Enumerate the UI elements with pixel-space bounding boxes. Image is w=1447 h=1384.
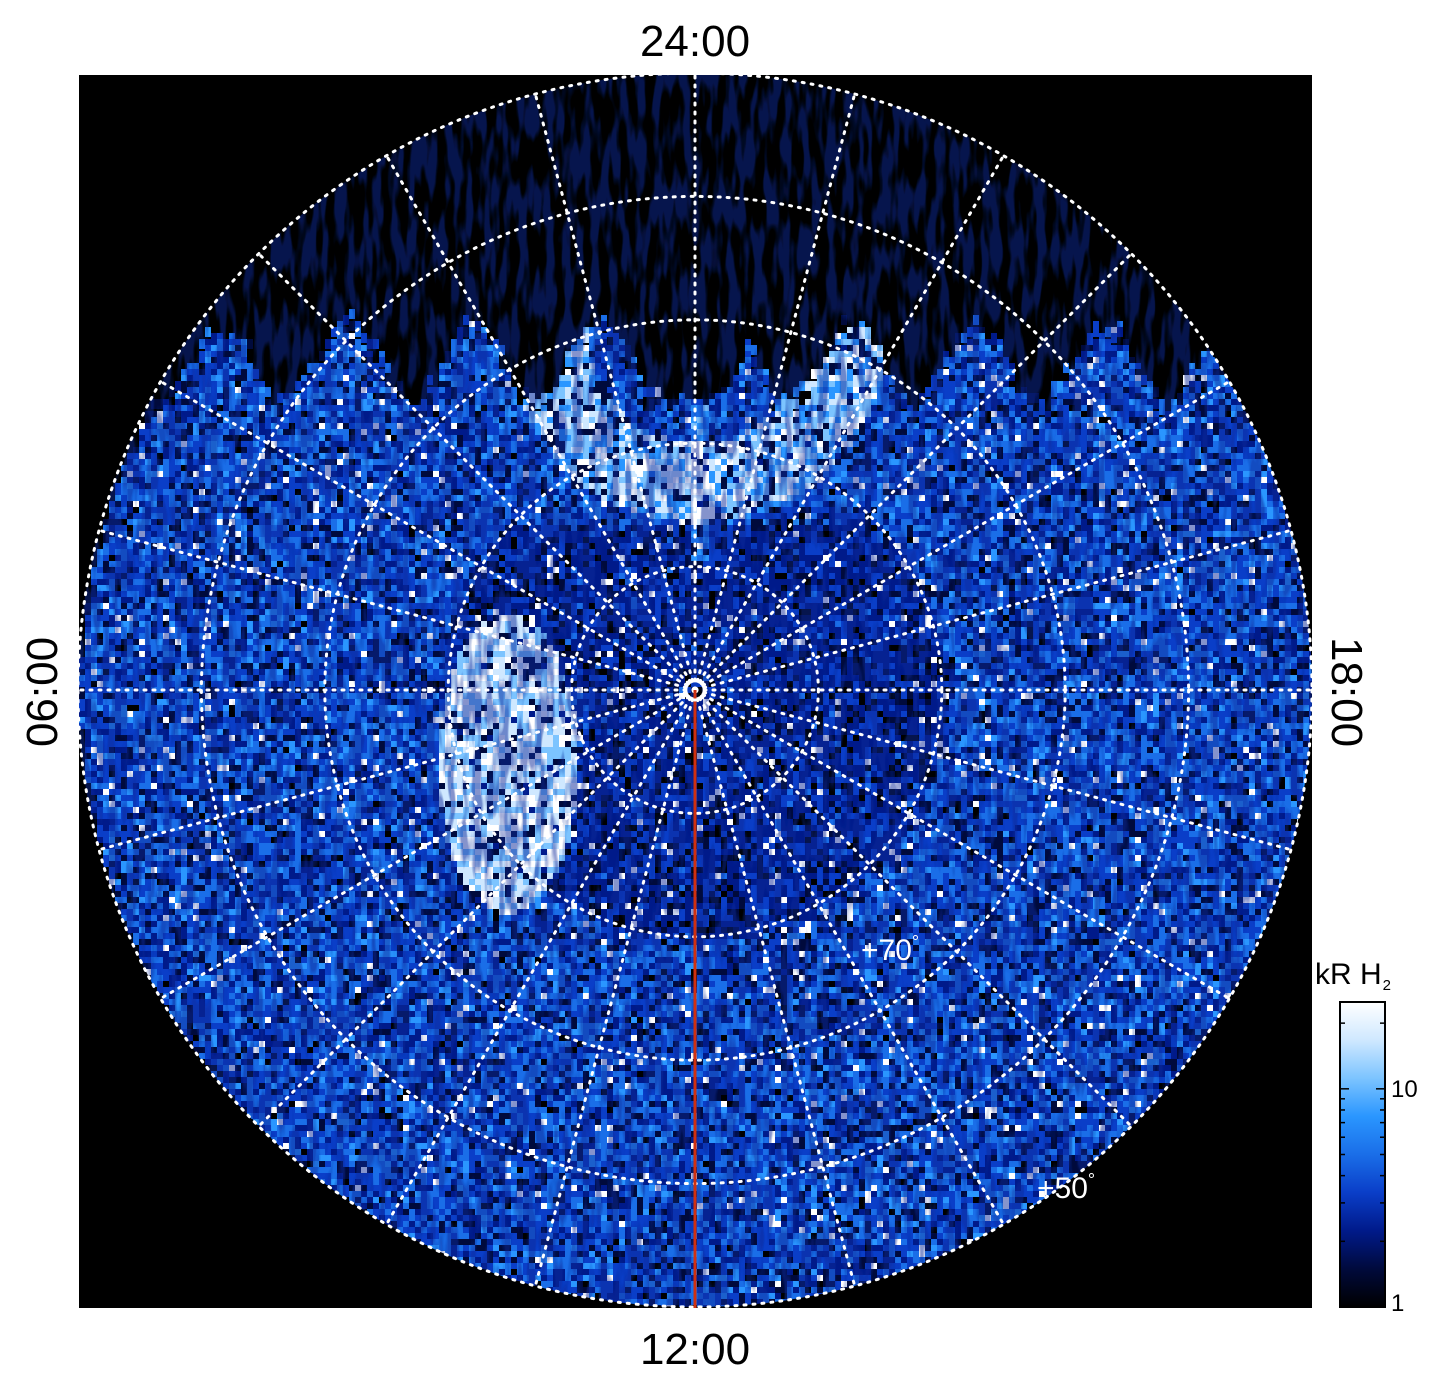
- colorbar-tick-label: 10: [1391, 1076, 1418, 1103]
- latitude-circle: [570, 565, 820, 815]
- meridian-line: [159, 688, 697, 1000]
- meridian-line: [693, 688, 1293, 852]
- meridian-line: [533, 688, 697, 1288]
- meridian-line: [385, 154, 697, 692]
- time-label-noon: 12:00: [640, 1325, 750, 1374]
- meridian-line: [385, 688, 697, 1226]
- meridian-line: [97, 688, 697, 852]
- meridian-line: [97, 528, 697, 692]
- meridian-line: [693, 154, 1005, 692]
- time-label-dawn: 06:00: [18, 637, 67, 747]
- meridian-line: [257, 252, 697, 692]
- meridian-line: [159, 380, 697, 692]
- meridian-line: [533, 92, 697, 692]
- meridian-line: [693, 688, 1005, 1226]
- time-label-dusk: 18:00: [1322, 637, 1371, 747]
- auroral-emission-map: [79, 75, 1312, 1307]
- pole-marker-icon: [683, 678, 707, 702]
- meridian-line: [693, 92, 857, 692]
- meridian-line: [257, 688, 697, 1128]
- colorbar-tick-label: 1: [1391, 1290, 1404, 1317]
- latitude-label-70: +70°: [861, 932, 919, 967]
- meridian-line: [693, 688, 1231, 1000]
- colorbar: kR H2 1 10: [1315, 958, 1418, 1317]
- meridian-line: [693, 252, 1133, 692]
- meridian-line: [693, 688, 1133, 1128]
- latitude-label-50: +50°: [1037, 1170, 1095, 1205]
- meridian-line: [693, 528, 1293, 692]
- colorbar-unit-label: kR H2: [1315, 958, 1391, 994]
- colorbar-gradient: [1339, 1001, 1386, 1308]
- time-label-midnight: 24:00: [640, 17, 750, 66]
- meridian-line: [693, 380, 1231, 692]
- meridian-line: [693, 688, 857, 1288]
